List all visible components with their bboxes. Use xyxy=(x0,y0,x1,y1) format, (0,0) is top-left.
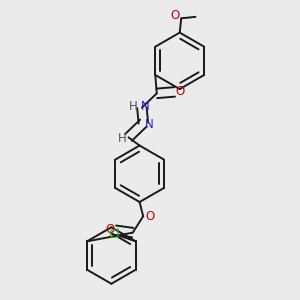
Text: H: H xyxy=(129,100,138,113)
Text: N: N xyxy=(145,118,154,131)
Text: O: O xyxy=(171,10,180,22)
Text: O: O xyxy=(145,210,154,224)
Text: N: N xyxy=(140,100,149,113)
Text: Cl: Cl xyxy=(108,228,120,241)
Text: O: O xyxy=(175,85,184,98)
Text: H: H xyxy=(118,132,126,145)
Text: O: O xyxy=(106,223,115,236)
